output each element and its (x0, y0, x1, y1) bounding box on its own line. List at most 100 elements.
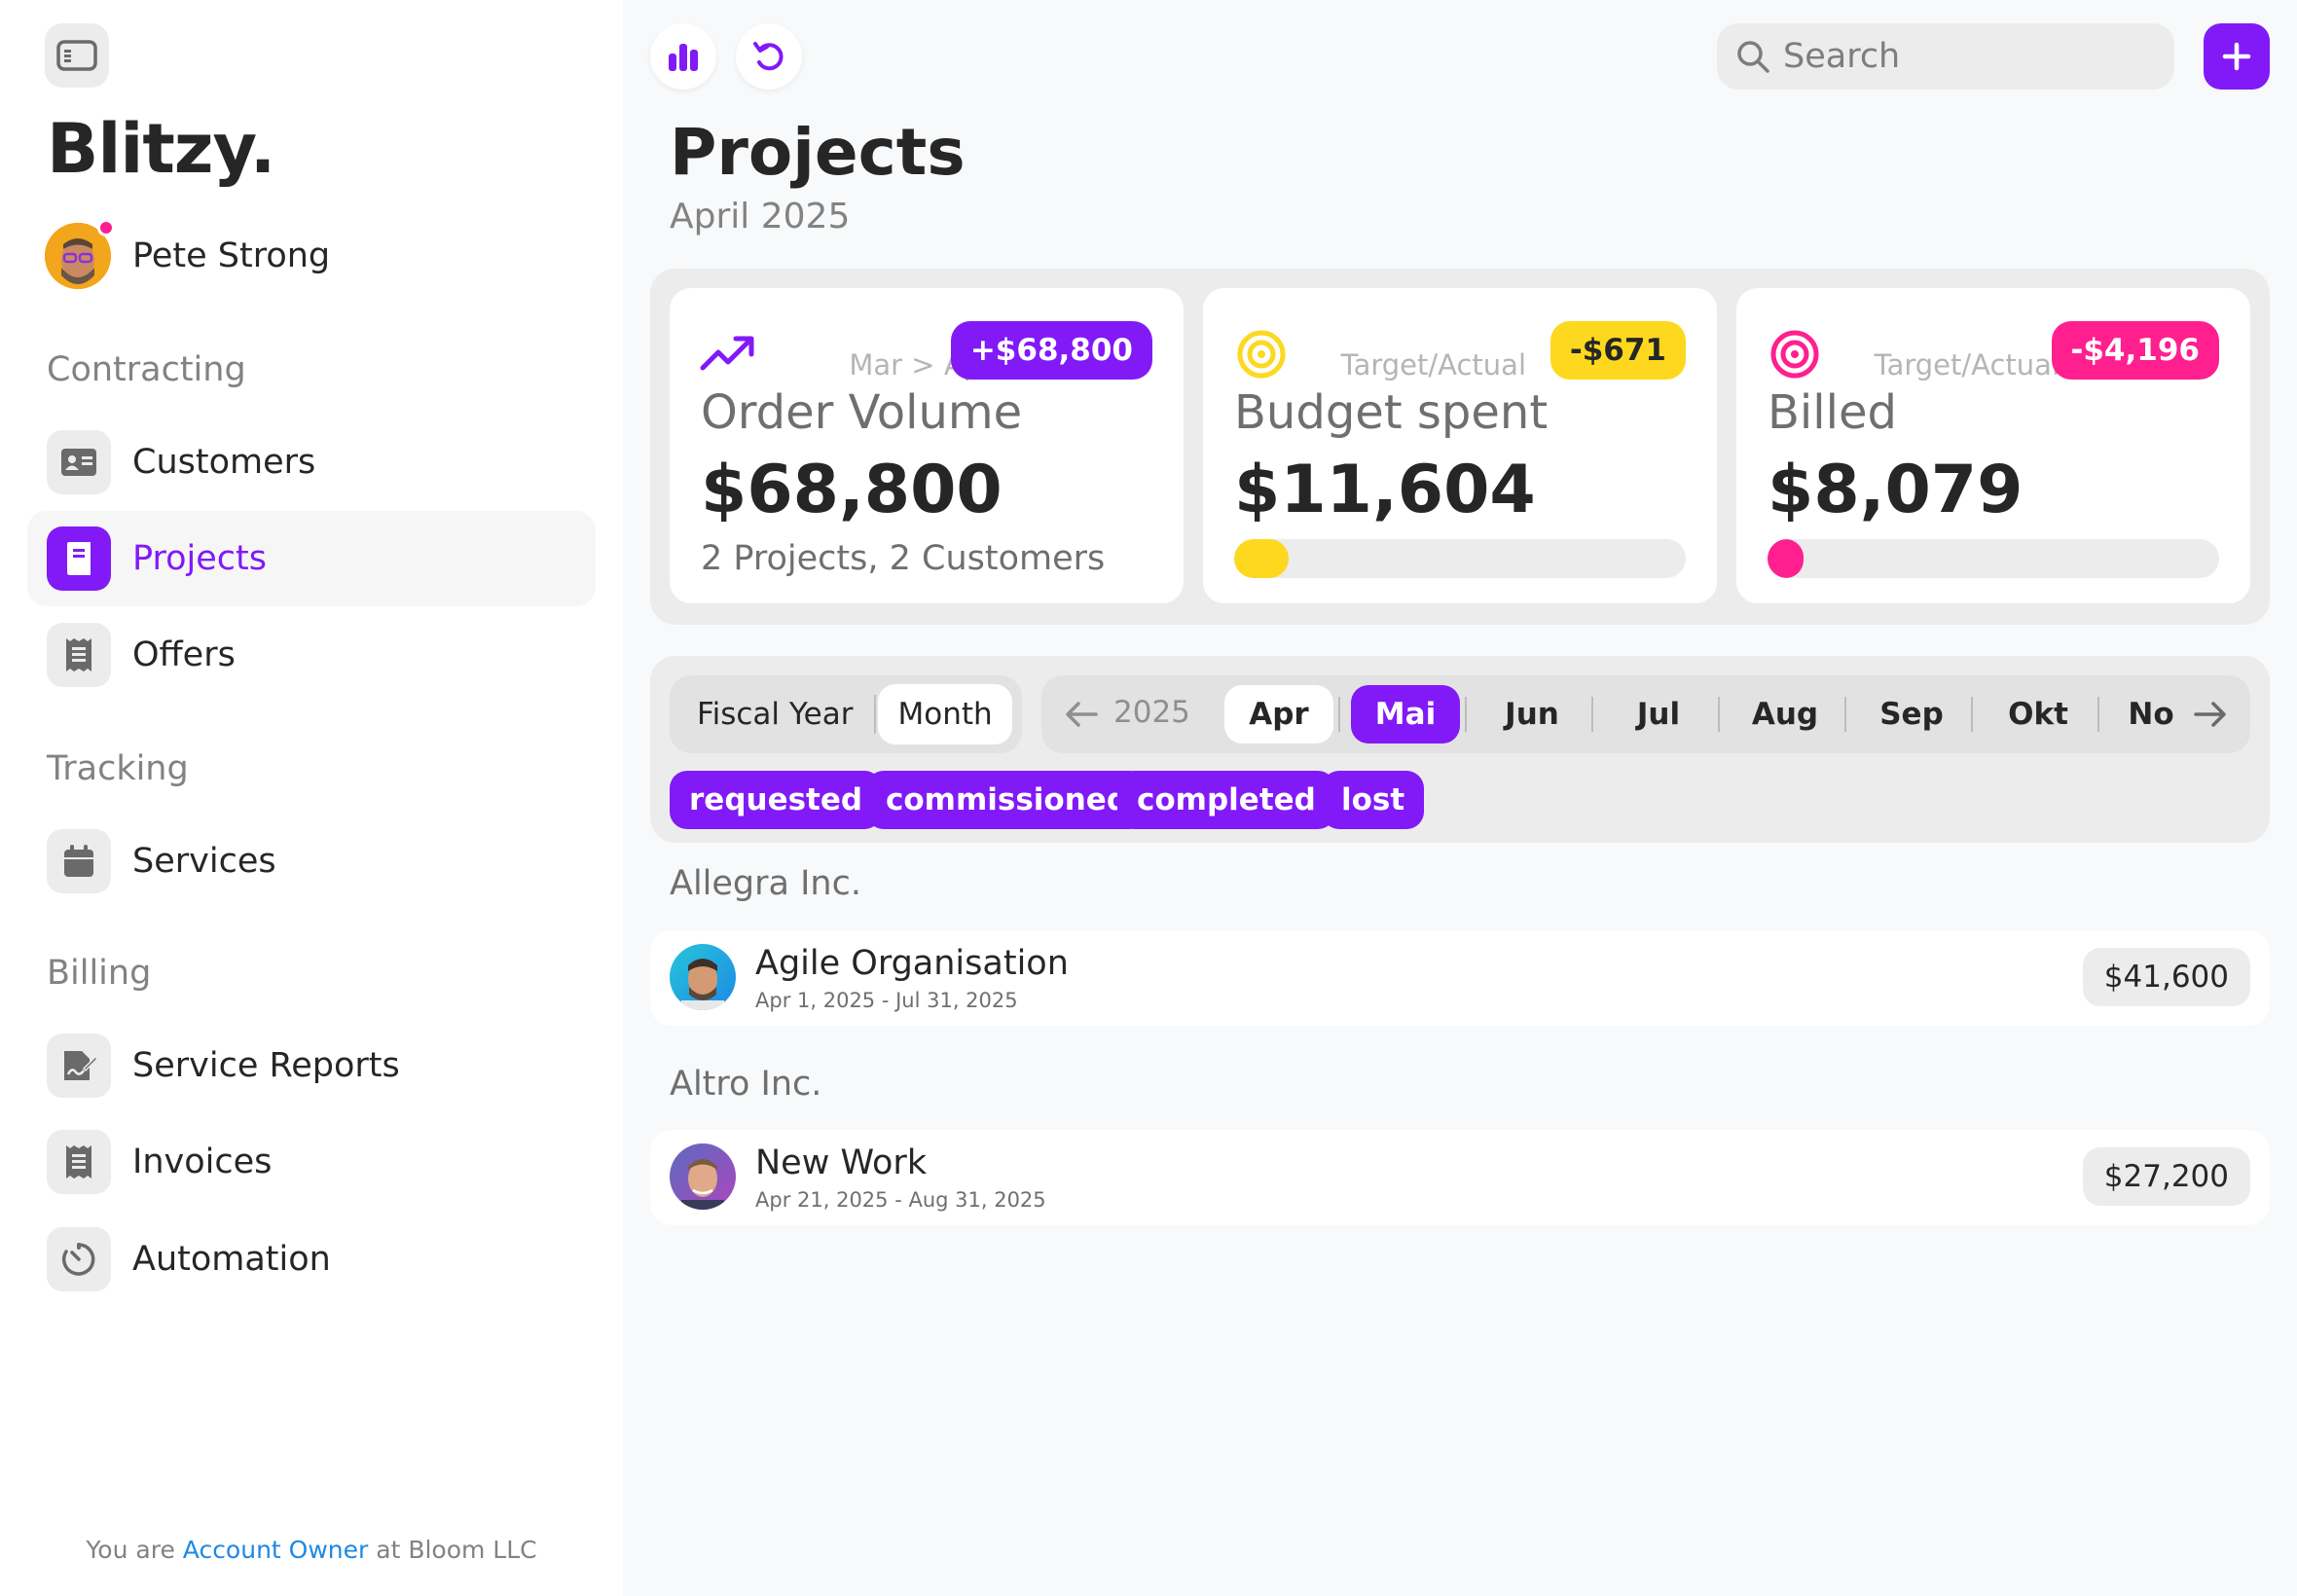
project-row-agile-organisation[interactable]: Agile Organisation Apr 1, 2025 - Jul 31,… (650, 930, 2270, 1026)
divider (1844, 697, 1846, 732)
target-icon (1770, 330, 1819, 379)
divider (1718, 697, 1720, 732)
project-dates: Apr 1, 2025 - Jul 31, 2025 (755, 989, 1018, 1012)
divider (1971, 697, 1973, 732)
sidebar-toggle-button[interactable] (45, 23, 109, 88)
stats-view-button[interactable] (650, 23, 716, 90)
kpi-card-budget-spent[interactable]: Target/Actual -$671 Budget spent $11,604 (1203, 288, 1717, 603)
account-role-note: You are Account Owner at Bloom LLC (0, 1536, 623, 1564)
billed-progress-fill (1768, 539, 1805, 578)
trending-up-icon (700, 336, 754, 371)
id-card-icon (47, 430, 111, 494)
bar-chart-icon (669, 44, 698, 71)
project-row-new-work[interactable]: New Work Apr 21, 2025 - Aug 31, 2025 $27… (650, 1130, 2270, 1225)
page-subtitle: April 2025 (670, 197, 851, 236)
sidebar-item-label: Customers (132, 443, 316, 482)
year-label: 2025 (1113, 695, 1190, 730)
receipt-icon (47, 1130, 111, 1194)
kpi-title: Order Volume (701, 385, 1023, 440)
status-filter-commissioned[interactable]: commissioned (866, 771, 1148, 829)
kpi-card-billed[interactable]: Target/Actual -$4,196 Billed $8,079 (1736, 288, 2250, 603)
arrow-left-icon[interactable] (1063, 695, 1102, 734)
receipt-icon (47, 623, 111, 687)
filter-panel: Fiscal Year Month 2025 Apr Mai Jun Jul A… (650, 656, 2270, 843)
kpi-card-order-volume[interactable]: Mar > Apr +$68,800 Order Volume $68,800 … (670, 288, 1184, 603)
book-icon (47, 526, 111, 591)
sidebar-item-label: Offers (132, 635, 236, 674)
month-jul[interactable]: Jul (1636, 697, 1681, 732)
sidebar: Blitzy. Pete Strong Contracting (0, 0, 623, 1596)
kpi-title: Budget spent (1234, 385, 1549, 440)
sidebar-item-invoices[interactable]: Invoices (27, 1114, 596, 1210)
month-mai[interactable]: Mai (1351, 685, 1460, 744)
billed-progress-bar (1768, 539, 2219, 578)
footer-suffix: at Bloom LLC (368, 1536, 537, 1564)
month-sep[interactable]: Sep (1879, 697, 1944, 732)
project-dates: Apr 21, 2025 - Aug 31, 2025 (755, 1188, 1046, 1212)
sidebar-item-label: Service Reports (132, 1046, 400, 1085)
kpi-value: $8,079 (1768, 452, 2024, 528)
divider (1465, 697, 1467, 732)
status-filter-lost[interactable]: lost (1322, 771, 1425, 829)
period-option-month[interactable]: Month (878, 684, 1012, 744)
kpi-delta-badge: +$68,800 (950, 321, 1152, 380)
customer-group-title: Altro Inc. (670, 1065, 822, 1104)
project-amount: $27,200 (2082, 1147, 2250, 1206)
sidebar-item-service-reports[interactable]: Service Reports (27, 1018, 596, 1113)
sidebar-item-customers[interactable]: Customers (27, 415, 596, 510)
sidebar-item-services[interactable]: Services (27, 814, 596, 909)
search-icon (1737, 41, 1769, 73)
period-toggle: Fiscal Year Month (670, 675, 1022, 753)
section-title-billing: Billing (47, 954, 152, 993)
sidebar-item-label: Automation (132, 1240, 331, 1279)
project-name: New Work (755, 1143, 928, 1182)
month-aug[interactable]: Aug (1751, 697, 1819, 732)
month-selector: 2025 Apr Mai Jun Jul Aug Sep Okt No (1041, 675, 2250, 753)
kpi-meta: Target/Actual (1340, 348, 1526, 381)
arrow-right-icon[interactable] (2190, 695, 2229, 734)
main-content: Projects April 2025 Mar > Apr +$68,800 O… (623, 0, 2297, 1596)
status-filter-requested[interactable]: requested (670, 771, 883, 829)
kpi-meta: Target/Actual (1874, 348, 2060, 381)
user-profile[interactable]: Pete Strong (45, 219, 331, 290)
month-jun[interactable]: Jun (1505, 697, 1559, 732)
status-filter-completed[interactable]: completed (1117, 771, 1335, 829)
avatar (45, 219, 115, 289)
kpi-footnote: 2 Projects, 2 Customers (701, 539, 1106, 578)
search-bar[interactable] (1717, 23, 2174, 90)
kpi-panel: Mar > Apr +$68,800 Order Volume $68,800 … (650, 269, 2270, 625)
section-title-contracting: Contracting (47, 350, 246, 389)
refresh-button[interactable] (736, 23, 802, 90)
search-input[interactable] (1783, 37, 2153, 76)
avatar (670, 944, 736, 1010)
kpi-title: Billed (1768, 385, 1897, 440)
add-project-button[interactable] (2204, 23, 2270, 90)
user-name: Pete Strong (132, 236, 331, 275)
month-nov[interactable]: No (2128, 697, 2174, 732)
online-status-dot (97, 219, 115, 236)
project-amount: $41,600 (2082, 948, 2250, 1006)
kpi-value: $11,604 (1234, 452, 1536, 528)
section-title-tracking: Tracking (47, 749, 189, 788)
month-okt[interactable]: Okt (2008, 697, 2068, 732)
footer-prefix: You are (86, 1536, 183, 1564)
month-apr[interactable]: Apr (1224, 685, 1333, 744)
sidebar-item-label: Projects (132, 539, 267, 578)
divider (2097, 697, 2099, 732)
sidebar-item-automation[interactable]: Automation (27, 1212, 596, 1307)
divider (1591, 697, 1593, 732)
target-icon (1237, 330, 1286, 379)
divider (1338, 697, 1340, 732)
sidebar-item-label: Invoices (132, 1143, 273, 1181)
signature-icon (47, 1034, 111, 1098)
sidebar-item-projects[interactable]: Projects (27, 511, 596, 606)
period-option-fiscal-year[interactable]: Fiscal Year (697, 697, 854, 732)
avatar (670, 1143, 736, 1210)
account-owner-link[interactable]: Account Owner (182, 1536, 369, 1564)
budget-progress-fill (1234, 539, 1289, 578)
project-name: Agile Organisation (755, 944, 1069, 983)
customer-group-title: Allegra Inc. (670, 864, 861, 903)
sidebar-item-offers[interactable]: Offers (27, 607, 596, 703)
brand-logo: Blitzy. (47, 109, 275, 189)
sidebar-item-label: Services (132, 842, 276, 881)
